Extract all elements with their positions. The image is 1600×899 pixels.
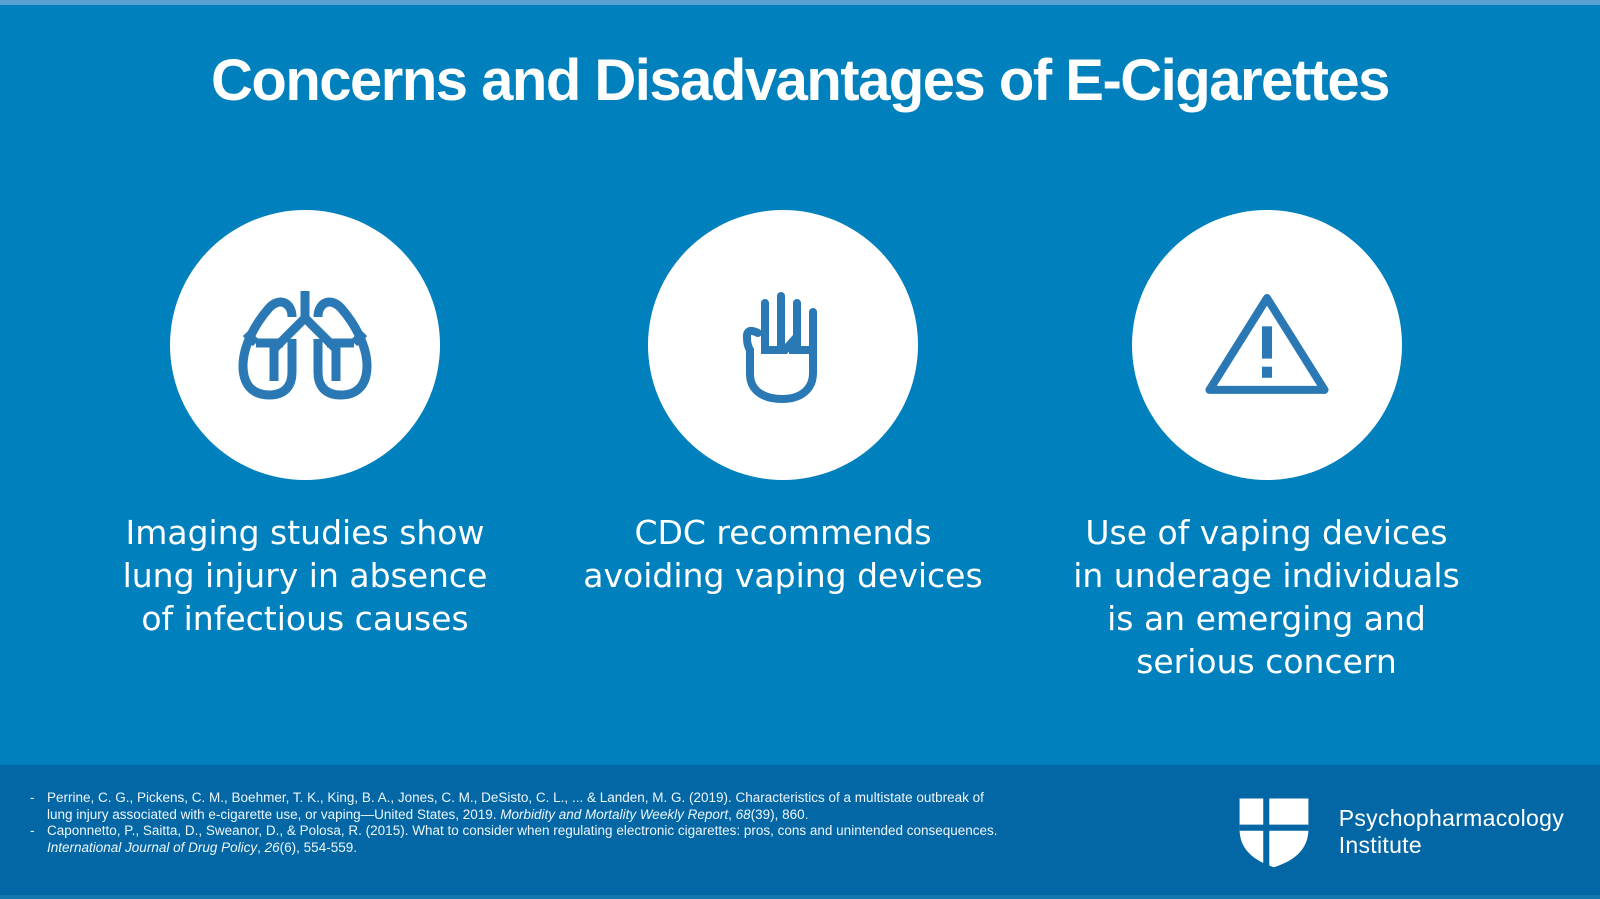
reference-body: Perrine, C. G., Pickens, C. M., Boehmer,… xyxy=(47,790,984,822)
column-lung-injury: Imaging studies show lung injury in abse… xyxy=(60,210,550,640)
caption-line: avoiding vaping devices xyxy=(583,556,983,595)
reference-volume: 68 xyxy=(735,806,751,822)
column-cdc-recommendation: CDC recommends avoiding vaping devices xyxy=(548,210,1018,597)
stop-hand-icon xyxy=(742,291,817,403)
slide-title: Concerns and Disadvantages of E-Cigarett… xyxy=(211,48,1390,113)
brand-name: Psychopharmacology Institute xyxy=(1339,805,1564,860)
icon-circle xyxy=(1131,210,1402,480)
reference-text: Perrine, C. G., Pickens, C. M., Boehmer,… xyxy=(47,790,1000,823)
caption-line: CDC recommends xyxy=(634,513,932,552)
bottom-edge-strip xyxy=(0,895,1600,899)
lungs-icon xyxy=(238,291,372,400)
reference-bullet: - xyxy=(30,823,35,838)
caption-line: serious concern xyxy=(1136,642,1397,681)
brand-lockup: Psychopharmacology Institute xyxy=(1235,787,1564,877)
footer: - Perrine, C. G., Pickens, C. M., Boehme… xyxy=(0,765,1600,899)
caption-line: is an emerging and xyxy=(1107,599,1426,638)
caption-line: Imaging studies show xyxy=(125,513,485,552)
brand-name-line2: Institute xyxy=(1338,832,1422,858)
warning-triangle-icon xyxy=(1204,294,1329,394)
caption-cdc-recommendation: CDC recommends avoiding vaping devices xyxy=(548,511,1018,597)
reference-item: - Perrine, C. G., Pickens, C. M., Boehme… xyxy=(30,790,1000,823)
brand-name-line1: Psychopharmacology xyxy=(1338,804,1564,831)
reference-journal: International Journal of Drug Policy xyxy=(47,839,258,855)
reference-item: - Caponnetto, P., Saitta, D., Sweanor, D… xyxy=(30,823,1000,856)
caption-line: lung injury in absence xyxy=(122,556,488,595)
reference-pages: (6), 554-559. xyxy=(279,839,357,855)
caption-line: of infectious causes xyxy=(141,599,469,638)
reference-list: - Perrine, C. G., Pickens, C. M., Boehme… xyxy=(30,790,1000,856)
caption-underage-use: Use of vaping devices in underage indivi… xyxy=(1014,511,1519,683)
icon-circle xyxy=(170,210,440,480)
caption-line: in underage individuals xyxy=(1073,556,1460,595)
reference-journal: Morbidity and Mortality Weekly Report xyxy=(500,806,729,822)
reference-body: Caponnetto, P., Saitta, D., Sweanor, D.,… xyxy=(47,823,998,838)
column-underage-use: Use of vaping devices in underage indivi… xyxy=(1014,210,1519,683)
caption-lung-injury: Imaging studies show lung injury in abse… xyxy=(60,511,550,640)
caption-line: Use of vaping devices xyxy=(1085,513,1448,552)
reference-separator: , xyxy=(728,806,736,822)
icon-circle xyxy=(648,210,918,480)
shield-cross-logo xyxy=(1239,798,1309,868)
reference-volume: 26 xyxy=(264,839,280,855)
reference-pages: (39), 860. xyxy=(750,806,809,822)
top-edge-strip xyxy=(0,0,1600,5)
reference-separator: , xyxy=(257,839,265,855)
reference-bullet: - xyxy=(30,790,35,805)
reference-text: Caponnetto, P., Saitta, D., Sweanor, D.,… xyxy=(47,823,1000,856)
